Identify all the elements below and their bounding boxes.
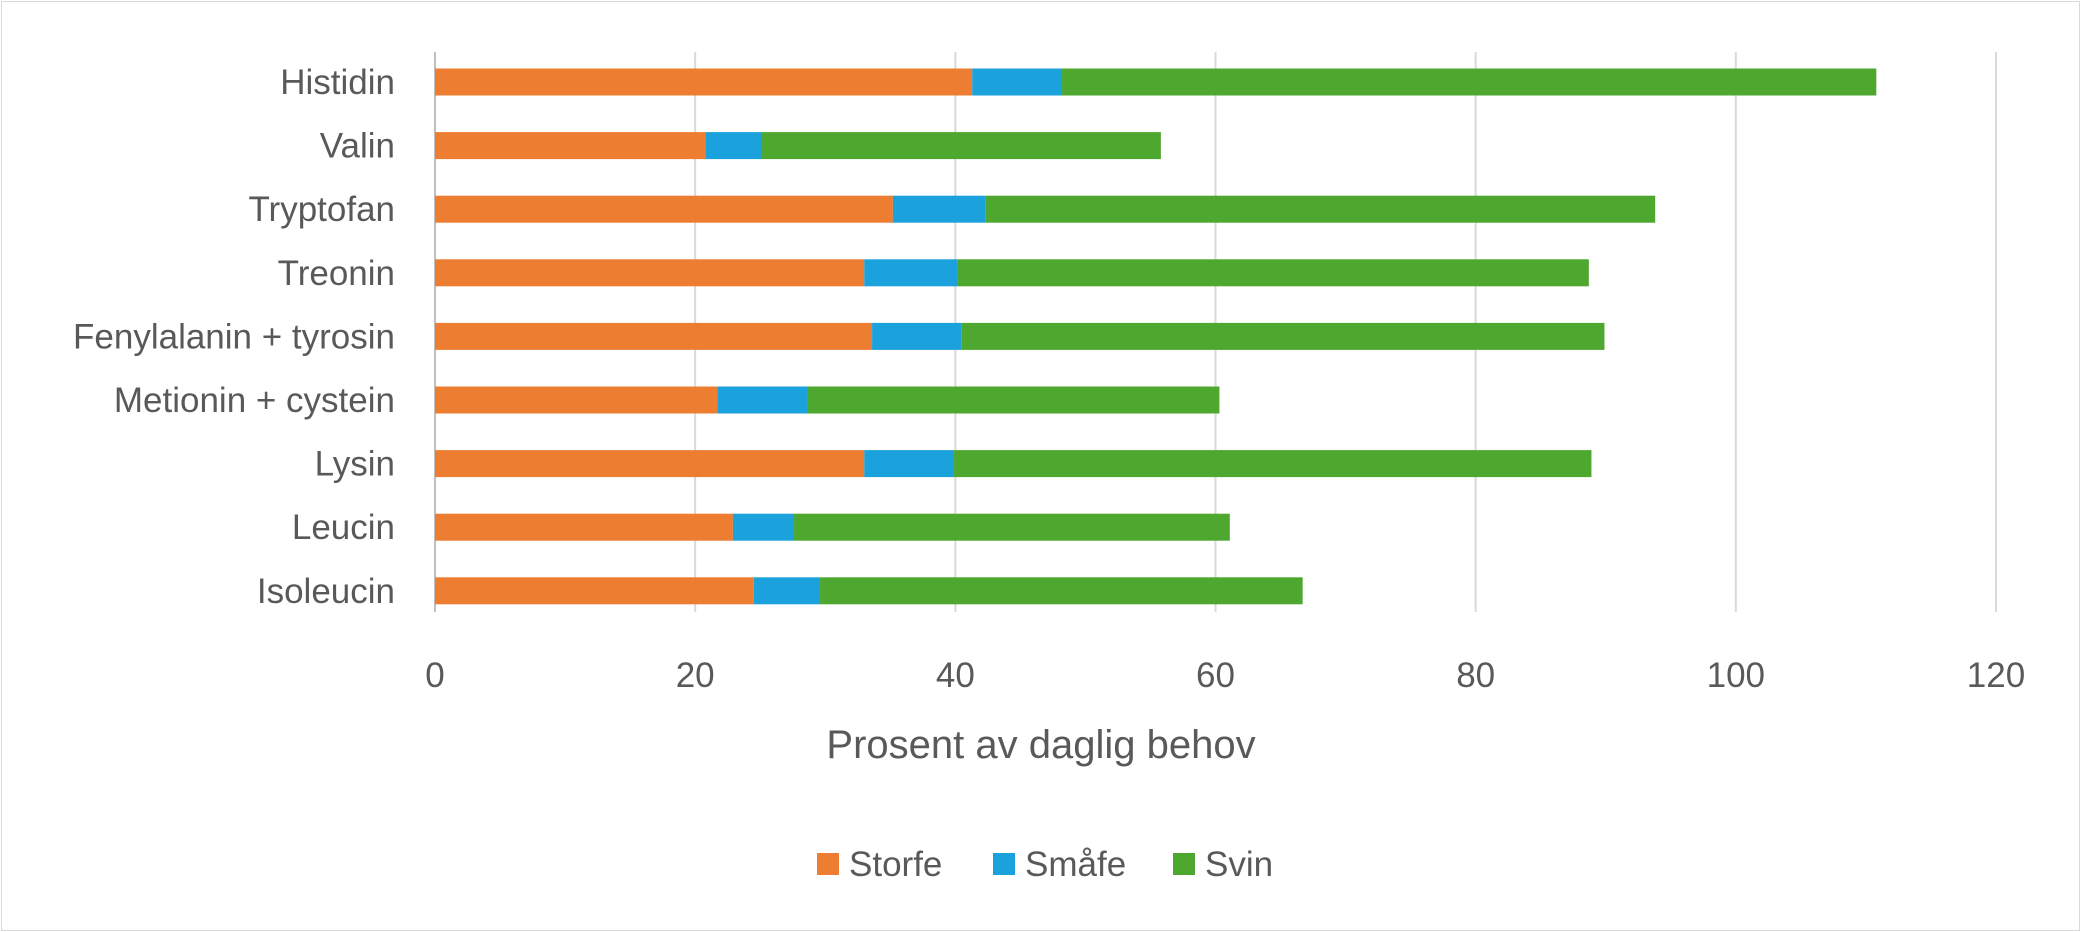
x-tick-label: 80 (1456, 656, 1495, 695)
legend: Storfe Småfe Svin (817, 845, 1273, 884)
legend-label: Småfe (1025, 845, 1126, 884)
bar-segment-småfe (872, 322, 962, 350)
x-tick-label: 120 (1967, 656, 2025, 695)
x-tick-label: 100 (1707, 656, 1765, 695)
category-label: Histidin (280, 63, 395, 102)
bar-segment-småfe (705, 132, 762, 160)
legend-swatch (1173, 853, 1195, 875)
x-tick-labels: 0 20 40 60 80 100 120 (425, 656, 2025, 695)
bar-segment-svin (820, 577, 1303, 605)
bar-segment-storfe (435, 195, 893, 223)
bar-segment-svin (794, 513, 1230, 541)
category-label: Metionin + cystein (114, 381, 395, 420)
bar-segment-storfe (435, 259, 865, 287)
category-label: Valin (320, 127, 395, 166)
x-tick-label: 0 (425, 656, 444, 695)
bar-segment-småfe (732, 513, 795, 541)
category-label: Fenylalanin + tyrosin (73, 317, 395, 356)
bar-segment-storfe (435, 132, 706, 160)
category-label: Isoleucin (257, 572, 395, 611)
bar-segment-småfe (972, 68, 1063, 96)
legend-swatch (817, 853, 839, 875)
bar-segment-småfe (717, 386, 808, 414)
bar-segment-småfe (892, 195, 986, 223)
category-labels: Histidin Valin Tryptofan Treonin Fenylalanin… (73, 63, 395, 611)
x-tick-label: 40 (936, 656, 975, 695)
bar-segment-svin (985, 195, 1656, 223)
category-label: Tryptofan (248, 190, 395, 229)
category-label: Treonin (278, 254, 395, 293)
x-tick-label: 60 (1196, 656, 1235, 695)
bars (435, 68, 1877, 605)
x-tick-label: 20 (676, 656, 715, 695)
bar-segment-svin (957, 259, 1589, 287)
bar-segment-småfe (864, 259, 958, 287)
category-label: Leucin (292, 508, 395, 547)
bar-segment-storfe (435, 322, 873, 350)
bar-segment-svin (1062, 68, 1877, 96)
bar-segment-svin (807, 386, 1220, 414)
bar-segment-storfe (435, 68, 973, 96)
bar-segment-småfe (864, 450, 955, 478)
legend-swatch (993, 853, 1015, 875)
bar-segment-storfe (435, 386, 718, 414)
x-axis-title: Prosent av daglig behov (826, 723, 1255, 767)
bar-segment-storfe (435, 577, 754, 605)
category-label: Lysin (315, 445, 395, 484)
bar-segment-storfe (435, 513, 733, 541)
bar-segment-svin (761, 132, 1161, 160)
bar-segment-småfe (753, 577, 821, 605)
legend-label: Svin (1205, 845, 1273, 884)
bar-segment-svin (961, 322, 1605, 350)
bar-segment-storfe (435, 450, 865, 478)
legend-label: Storfe (849, 845, 942, 884)
bar-segment-svin (954, 450, 1592, 478)
